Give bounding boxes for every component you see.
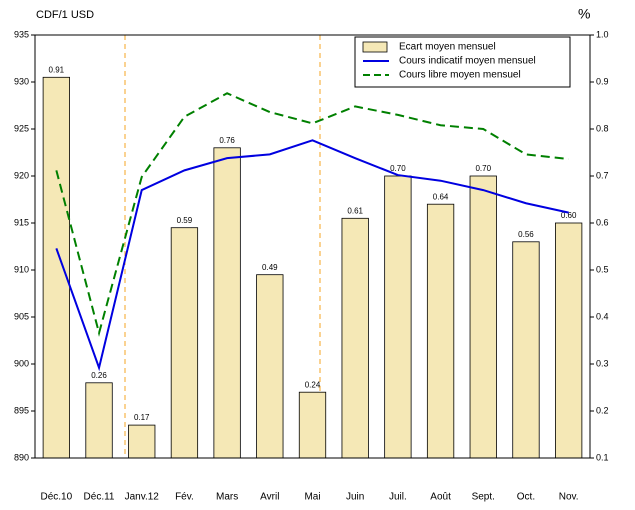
bar (170, 227, 199, 459)
legend-box (354, 36, 571, 88)
data-label: 0.76 (219, 136, 235, 145)
data-label: 0.70 (475, 164, 491, 173)
y2-tick-label: 0.1 (596, 452, 609, 462)
bar (426, 203, 455, 459)
bar (213, 147, 241, 459)
plot-frame (34, 34, 591, 459)
data-label: 0.56 (518, 230, 534, 239)
y2-tick-label: 0.9 (596, 76, 609, 86)
y2-tick-label: 0.2 (596, 405, 609, 415)
x-tick-label: Nov. (559, 492, 579, 503)
data-label: 0.91 (49, 65, 65, 74)
x-tick-label: Mars (216, 492, 238, 503)
data-label: 0.61 (347, 206, 363, 215)
legend: Ecart moyen mensuel Cours indicatif moyen… (354, 36, 571, 88)
y2-tick-label: 0.4 (596, 311, 609, 321)
data-label: 0.26 (91, 371, 107, 380)
bar (85, 382, 113, 459)
x-tick-label: Fév. (175, 492, 194, 503)
data-label: 0.49 (262, 263, 278, 272)
bar (555, 222, 583, 459)
legend-swatch (362, 41, 388, 53)
line (55, 139, 569, 372)
bar (256, 274, 284, 459)
data-label: 0.24 (305, 380, 321, 389)
legend-label: Ecart moyen mensuel (399, 42, 496, 53)
data-label: 0.70 (390, 164, 406, 173)
y-tick-label: 905 (14, 311, 29, 321)
y2-tick-label: 0.5 (596, 264, 609, 274)
data-label: 0.59 (177, 216, 193, 225)
y-tick-label: 925 (14, 123, 29, 133)
bar (128, 424, 156, 459)
data-label: 0.60 (561, 211, 577, 220)
x-tick-label: Avril (260, 492, 279, 503)
x-tick-label: Oct. (517, 492, 535, 503)
x-tick-label: Juin (346, 492, 364, 503)
y2-tick-label: 1.0 (596, 29, 609, 39)
y2-tick-label: 0.6 (596, 217, 609, 227)
x-tick-label: Mai (304, 492, 320, 503)
y2-tick-label: 0.3 (596, 358, 609, 368)
y-tick-label: 900 (14, 358, 29, 368)
x-tick-label: Déc.10 (41, 492, 73, 503)
y-tick-label: 910 (14, 264, 29, 274)
y-tick-label: 935 (14, 29, 29, 39)
y-tick-label: 920 (14, 170, 29, 180)
x-tick-label: Juil. (389, 492, 407, 503)
line (55, 92, 569, 337)
y2-tick-label: 0.8 (596, 123, 609, 133)
legend-label: Cours indicatif moyen mensuel (399, 56, 536, 67)
bar (469, 175, 497, 459)
y-tick-label: 930 (14, 76, 29, 86)
x-tick-label: Août (430, 492, 451, 503)
bar (384, 175, 412, 459)
x-tick-label: Déc.11 (84, 492, 115, 503)
y-axis-label: CDF/1 USD (36, 9, 94, 21)
y2-tick-label: 0.7 (596, 170, 609, 180)
x-tick-label: Janv.12 (125, 492, 160, 503)
bar (512, 241, 540, 459)
y2-axis-label: % (578, 6, 590, 22)
bar (42, 76, 70, 459)
legend-label: Cours libre moyen mensuel (399, 70, 521, 81)
x-tick-label: Sept. (472, 492, 495, 503)
data-label: 0.64 (433, 192, 449, 201)
y-tick-label: 895 (14, 405, 29, 415)
data-label: 0.17 (134, 413, 150, 422)
bar (341, 217, 369, 459)
y-tick-label: 890 (14, 452, 29, 462)
bar (298, 391, 327, 459)
y-tick-label: 915 (14, 217, 29, 227)
